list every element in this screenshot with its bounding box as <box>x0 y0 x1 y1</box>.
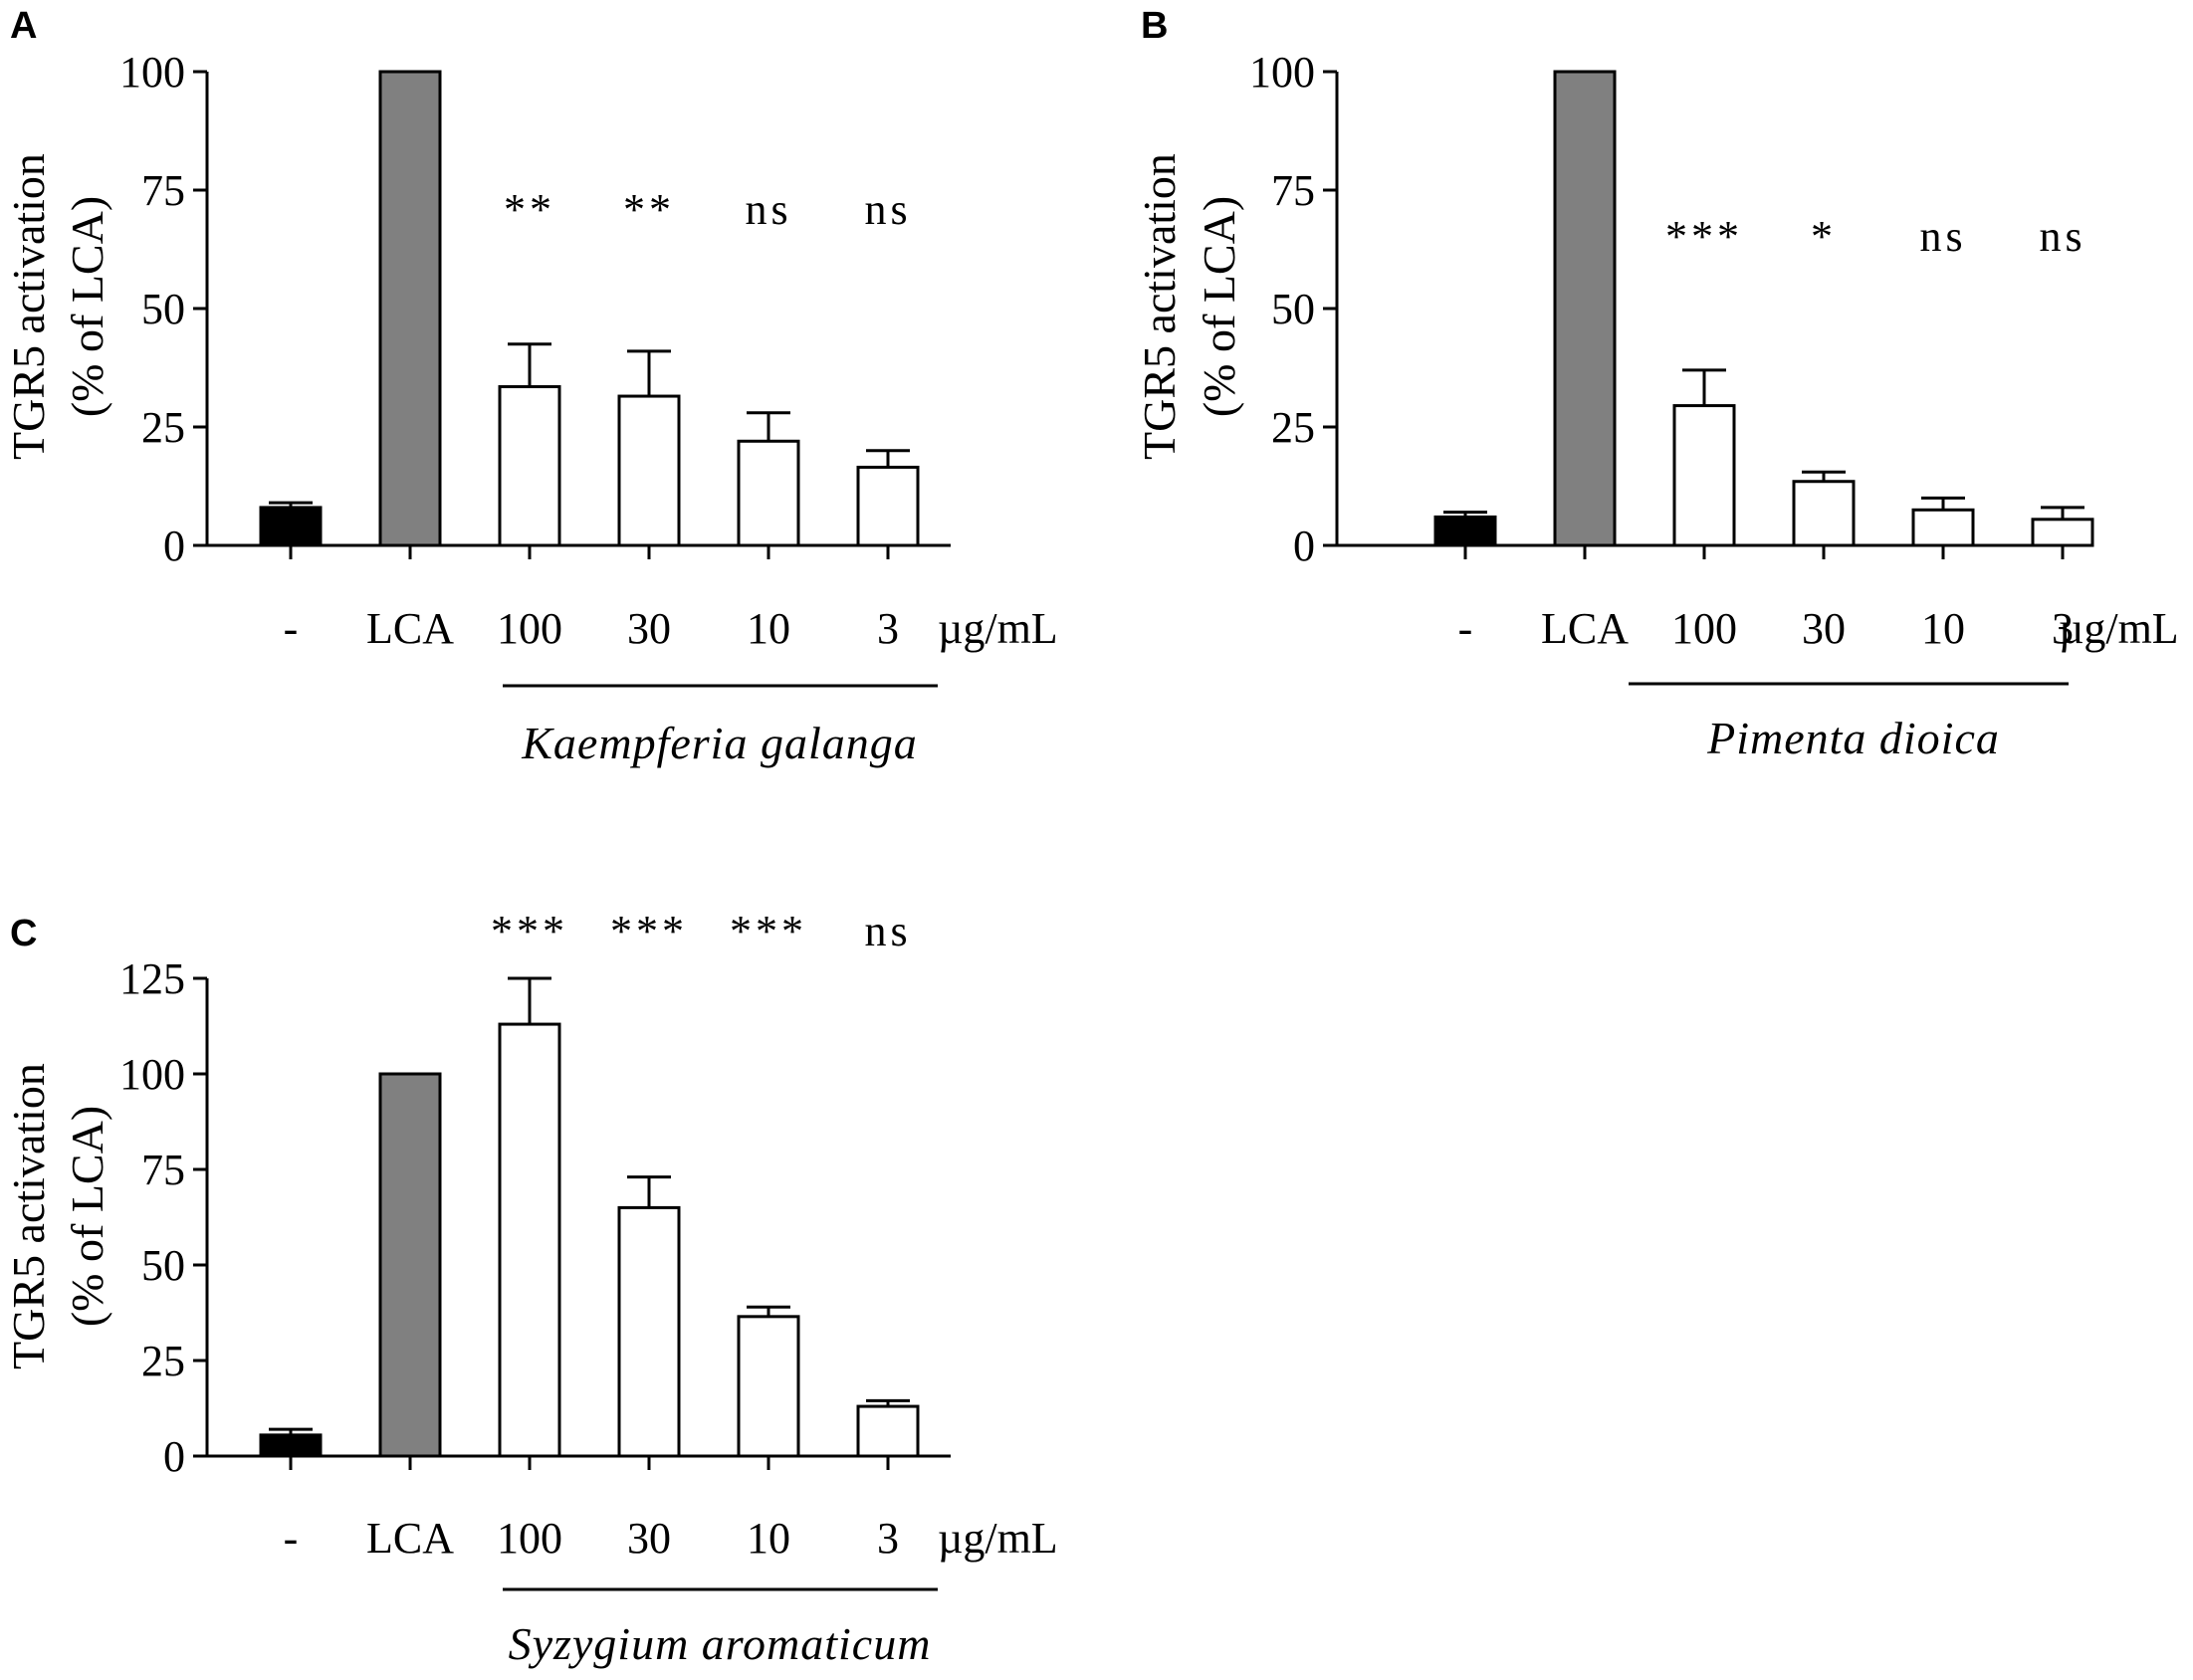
y-axis-title: TGR5 activation <box>3 153 54 460</box>
bar <box>1433 515 1497 547</box>
bar <box>737 439 800 547</box>
group-label: Pimenta dioica <box>1706 713 2000 763</box>
x-tick-label: 10 <box>1921 604 1965 653</box>
chart-panel-c: C TGR5 activation (% of LCA) 0 25 50 75 100 125 -… <box>3 907 1058 1669</box>
y-axis-title-units: (% of LCA) <box>1194 196 1244 417</box>
significance-label: ns <box>1919 212 1966 261</box>
bar <box>737 1315 800 1458</box>
bar <box>617 1205 681 1458</box>
x-unit-label: µg/mL <box>938 604 1058 653</box>
x-tick-label: 3 <box>877 604 899 653</box>
bar <box>1792 480 1856 547</box>
x-tick-label: LCA <box>1541 604 1629 653</box>
y-tick-label: 100 <box>119 1050 185 1099</box>
bar <box>617 394 681 547</box>
significance-label: ns <box>864 907 911 955</box>
group-label: Syzygium aromaticum <box>509 1618 932 1669</box>
significance-label: ns <box>745 185 791 234</box>
y-tick-label: 0 <box>1293 522 1315 570</box>
y-tick-label: 75 <box>1271 166 1315 215</box>
x-tick-label: LCA <box>366 604 454 653</box>
bar <box>378 1072 442 1458</box>
significance-label: *** <box>1665 212 1743 261</box>
x-tick-label: 30 <box>1802 604 1846 653</box>
chart-panel-a: A TGR5 activation (% of LCA) 0 25 50 75 100 - LCA… <box>3 5 1058 768</box>
bar <box>259 1433 323 1458</box>
significance-label: ** <box>504 185 555 234</box>
bar <box>1672 404 1736 547</box>
x-tick-label: 10 <box>747 1514 790 1563</box>
bar <box>498 1022 561 1458</box>
panel-label: C <box>10 913 37 954</box>
chart-panel-b: B TGR5 activation (% of LCA) 0 25 50 75 100 - LCA… <box>1134 5 2179 763</box>
bar <box>1911 508 1975 547</box>
y-axis-title-units: (% of LCA) <box>62 196 112 417</box>
significance-label: *** <box>491 907 568 955</box>
x-tick-label: - <box>1458 604 1473 653</box>
panel-label: B <box>1141 5 1168 47</box>
significance-label: * <box>1811 212 1837 261</box>
x-tick-label: 3 <box>2052 604 2074 653</box>
bar <box>378 70 442 547</box>
y-tick-label: 100 <box>119 48 185 97</box>
x-tick-label: - <box>284 1514 299 1563</box>
significance-label: ns <box>864 185 911 234</box>
y-axis-title: TGR5 activation <box>1134 153 1185 460</box>
bar <box>259 506 323 547</box>
y-tick-label: 25 <box>1271 403 1315 452</box>
x-tick-label: 3 <box>877 1514 899 1563</box>
significance-label: ** <box>623 185 675 234</box>
panel-label: A <box>10 5 37 47</box>
group-label: Kaempferia galanga <box>521 718 917 768</box>
bar <box>2031 518 2094 547</box>
significance-label: *** <box>730 907 807 955</box>
y-axis-title: TGR5 activation <box>3 1063 54 1369</box>
significance-label: *** <box>610 907 688 955</box>
x-tick-label: 10 <box>747 604 790 653</box>
y-tick-label: 100 <box>1249 48 1315 97</box>
bar <box>856 465 920 547</box>
y-tick-label: 75 <box>141 1146 185 1194</box>
bar <box>498 385 561 547</box>
y-tick-label: 25 <box>141 1337 185 1385</box>
x-unit-label: µg/mL <box>2059 604 2179 653</box>
x-tick-label: - <box>284 604 299 653</box>
y-axis-title-units: (% of LCA) <box>62 1106 112 1327</box>
y-tick-label: 75 <box>141 166 185 215</box>
y-tick-label: 0 <box>163 522 185 570</box>
x-unit-label: µg/mL <box>938 1514 1058 1563</box>
x-tick-label: 100 <box>497 1514 562 1563</box>
y-tick-label: 50 <box>1271 285 1315 333</box>
y-tick-label: 0 <box>163 1432 185 1481</box>
x-tick-label: 100 <box>497 604 562 653</box>
x-tick-label: LCA <box>366 1514 454 1563</box>
x-tick-label: 30 <box>627 1514 671 1563</box>
y-tick-label: 125 <box>119 954 185 1003</box>
y-tick-label: 25 <box>141 403 185 452</box>
x-tick-label: 30 <box>627 604 671 653</box>
y-tick-label: 50 <box>141 1241 185 1290</box>
y-tick-label: 50 <box>141 285 185 333</box>
significance-label: ns <box>2039 212 2085 261</box>
x-tick-label: 100 <box>1671 604 1737 653</box>
bar <box>856 1404 920 1458</box>
bar <box>1553 70 1617 547</box>
